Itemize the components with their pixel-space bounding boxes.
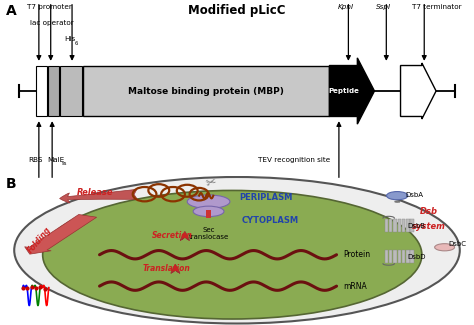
Text: B: B: [6, 177, 16, 191]
Text: His: His: [64, 36, 75, 42]
Text: 6: 6: [75, 41, 78, 46]
Text: lac operator: lac operator: [30, 20, 73, 26]
Bar: [398, 219, 401, 232]
Text: Dsb: Dsb: [420, 207, 438, 216]
Bar: [398, 250, 401, 263]
Text: SspI: SspI: [376, 4, 392, 10]
Bar: [389, 250, 392, 263]
Bar: [385, 250, 388, 263]
Text: ✂: ✂: [204, 176, 218, 190]
Bar: [206, 210, 211, 218]
Bar: [406, 219, 410, 232]
Bar: [406, 250, 410, 263]
Ellipse shape: [386, 191, 408, 200]
Bar: [393, 219, 397, 232]
Text: RBS: RBS: [28, 157, 43, 162]
Text: PERIPLASM: PERIPLASM: [239, 193, 292, 202]
Bar: [199, 202, 218, 210]
Ellipse shape: [14, 177, 460, 323]
Bar: [389, 219, 392, 232]
Text: Modified pLicC: Modified pLicC: [188, 4, 286, 17]
Ellipse shape: [193, 206, 224, 217]
Ellipse shape: [187, 195, 230, 208]
Text: Sec
translocase: Sec translocase: [189, 227, 228, 240]
Text: KpnI: KpnI: [338, 4, 354, 10]
Text: Translation: Translation: [142, 264, 190, 273]
Text: ss: ss: [62, 161, 68, 166]
Text: Maltose binding protein (MBP): Maltose binding protein (MBP): [128, 86, 284, 96]
Text: Release: Release: [76, 188, 113, 197]
Ellipse shape: [435, 244, 455, 251]
Text: MalE: MalE: [47, 157, 64, 162]
Text: TEV recognition site: TEV recognition site: [258, 157, 330, 162]
Bar: [83, 66, 329, 116]
Text: A: A: [6, 4, 17, 18]
Text: Protein: Protein: [344, 250, 371, 259]
Bar: [402, 219, 405, 232]
Text: DsbC: DsbC: [448, 240, 466, 247]
Text: Peptide: Peptide: [329, 88, 360, 94]
Text: T7 promoter: T7 promoter: [27, 4, 73, 10]
Text: T7 terminator: T7 terminator: [412, 4, 462, 10]
Text: Folding: Folding: [26, 226, 53, 255]
Bar: [410, 250, 414, 263]
Polygon shape: [329, 58, 374, 124]
Bar: [385, 219, 388, 232]
Text: mRNA: mRNA: [344, 282, 367, 291]
Bar: [393, 250, 397, 263]
Text: DsbB: DsbB: [408, 223, 426, 229]
Bar: [36, 66, 47, 116]
Text: Secretion: Secretion: [152, 231, 192, 240]
Text: CYTOPLASM: CYTOPLASM: [242, 216, 299, 225]
Polygon shape: [401, 63, 436, 119]
Ellipse shape: [43, 190, 422, 319]
FancyArrow shape: [25, 214, 97, 254]
Text: DsbD: DsbD: [408, 254, 426, 260]
Text: DsbA: DsbA: [405, 192, 423, 198]
Bar: [48, 66, 59, 116]
Bar: [60, 66, 82, 116]
Bar: [402, 250, 405, 263]
Bar: [410, 219, 414, 232]
Text: system: system: [412, 222, 446, 231]
